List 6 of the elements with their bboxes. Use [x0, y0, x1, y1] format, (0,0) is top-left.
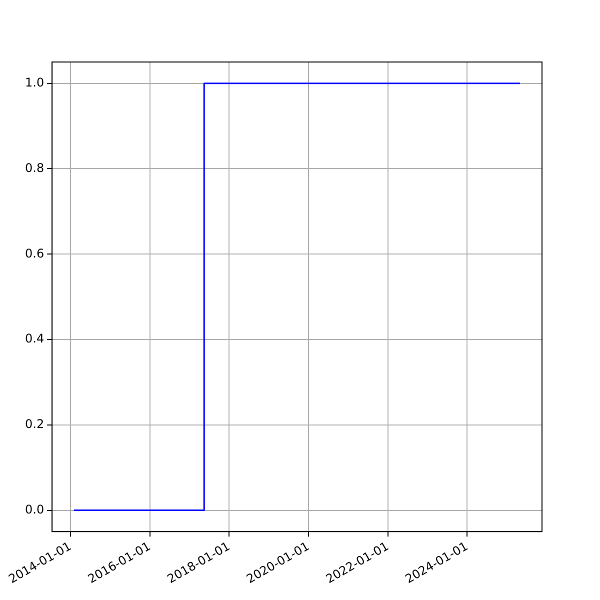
y-tick-label: 0.6 — [24, 246, 44, 260]
y-tick-label: 0.4 — [24, 332, 44, 346]
y-tick-label: 0.0 — [24, 502, 44, 516]
y-tick-label: 0.2 — [24, 417, 44, 432]
y-tick-label: 0.8 — [24, 160, 44, 175]
y-tick-label: 1.0 — [24, 75, 44, 90]
